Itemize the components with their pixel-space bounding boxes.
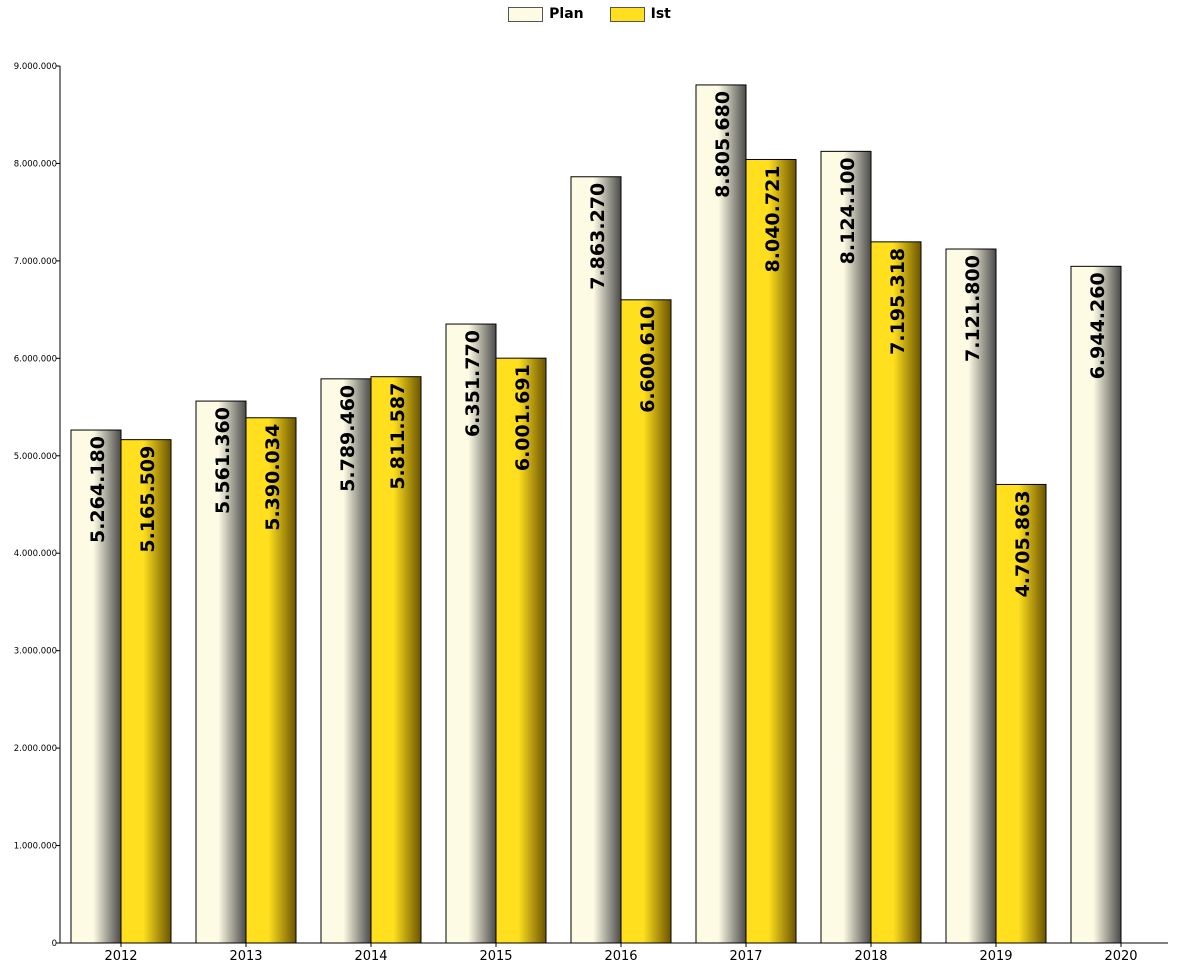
bar-ist-2015 — [495, 357, 547, 944]
legend-swatch-ist — [609, 6, 645, 22]
bar-ist-2019 — [995, 483, 1047, 944]
data-label-ist-2012: 5.165.509 — [137, 446, 159, 553]
bar-ist-2018 — [870, 241, 922, 944]
y-tick-label: 1.000.000 — [14, 842, 57, 852]
data-label-plan-2020: 6.944.260 — [1087, 272, 1109, 379]
y-tick-label: 3.000.000 — [14, 647, 57, 657]
data-label-plan-2014: 5.789.460 — [337, 385, 359, 492]
x-tick-label: 2018 — [854, 949, 887, 964]
y-tick-label: 4.000.000 — [14, 549, 57, 559]
x-tick-label: 2012 — [104, 949, 137, 964]
y-tick-label: 7.000.000 — [14, 257, 57, 267]
bar-plan-2013 — [195, 400, 247, 944]
bar-ist-2017 — [745, 158, 797, 944]
y-tick-label: 2.000.000 — [14, 744, 57, 754]
data-label-ist-2013: 5.390.034 — [262, 424, 284, 531]
legend-label-ist: Ist — [650, 6, 671, 22]
data-label-ist-2016: 6.600.610 — [637, 306, 659, 413]
y-tick-label: 9.000.000 — [14, 62, 57, 72]
y-tick-label: 6.000.000 — [14, 354, 57, 364]
data-label-plan-2017: 8.805.680 — [712, 91, 734, 198]
y-tick-label: 5.000.000 — [14, 452, 57, 462]
data-label-plan-2018: 8.124.100 — [837, 157, 859, 264]
bar-plan-2017 — [695, 84, 747, 944]
y-tick-label: 8.000.000 — [14, 159, 57, 169]
x-tick-label: 2015 — [479, 949, 512, 964]
bar-ist-2012 — [120, 439, 172, 944]
data-label-ist-2019: 4.705.863 — [1012, 490, 1034, 597]
x-tick-label: 2019 — [979, 949, 1012, 964]
bar-ist-2014 — [370, 376, 422, 944]
bar-plan-2014 — [320, 378, 372, 944]
bar-plan-2015 — [445, 323, 497, 944]
legend-swatch-plan — [508, 6, 544, 22]
bar-ist-2013 — [245, 417, 297, 944]
data-label-plan-2019: 7.121.800 — [962, 255, 984, 362]
data-label-plan-2016: 7.863.270 — [587, 183, 609, 290]
legend-label-plan: Plan — [549, 6, 584, 22]
bar-plan-2019 — [945, 248, 997, 944]
data-label-plan-2013: 5.561.360 — [212, 407, 234, 514]
legend: Plan Ist — [0, 6, 1179, 22]
x-tick-label: 2020 — [1104, 949, 1137, 964]
x-tick-label: 2014 — [354, 949, 387, 964]
y-tick-label: 0 — [52, 939, 57, 949]
x-tick-label: 2013 — [229, 949, 262, 964]
data-label-ist-2015: 6.001.691 — [512, 364, 534, 471]
legend-item-plan: Plan — [508, 6, 584, 22]
data-label-plan-2015: 6.351.770 — [462, 330, 484, 437]
x-tick-label: 2016 — [604, 949, 637, 964]
bar-ist-2016 — [620, 299, 672, 944]
bar-plan-2018 — [820, 150, 872, 944]
x-tick-label: 2017 — [729, 949, 762, 964]
legend-item-ist: Ist — [609, 6, 671, 22]
bar-plan-2016 — [570, 176, 622, 944]
data-label-ist-2018: 7.195.318 — [887, 248, 909, 355]
data-label-ist-2014: 5.811.587 — [387, 383, 409, 490]
data-label-ist-2017: 8.040.721 — [762, 165, 784, 272]
data-label-plan-2012: 5.264.180 — [87, 436, 109, 543]
